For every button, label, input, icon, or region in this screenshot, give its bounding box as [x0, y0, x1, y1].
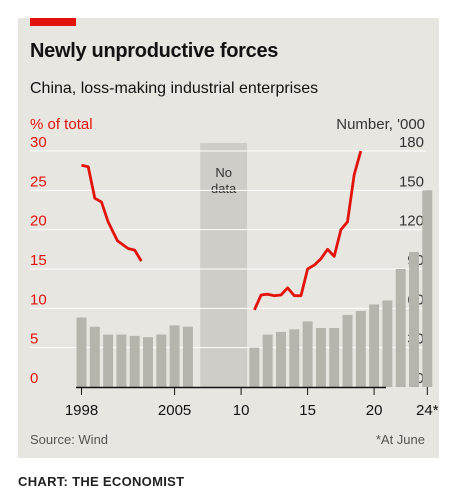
x-tick-label: 20 — [366, 402, 383, 419]
source-note: Source: Wind — [30, 432, 109, 447]
bar — [382, 300, 393, 387]
left-tick-label: 30 — [30, 134, 47, 151]
x-tick-label: 1998 — [65, 402, 98, 419]
right-tick-label: 120 — [399, 213, 424, 230]
share-line — [253, 150, 363, 311]
bar — [249, 347, 260, 387]
bar — [302, 321, 313, 387]
bar — [76, 317, 87, 387]
bar — [409, 251, 419, 387]
left-tick-label: 20 — [30, 213, 47, 230]
bar — [422, 190, 433, 387]
right-tick-label: 0 — [416, 370, 424, 387]
left-tick-label: 5 — [30, 331, 38, 348]
x-tick-label: 10 — [233, 402, 250, 419]
footnote: *At June — [375, 432, 425, 447]
right-axis-label: Number, '000 — [336, 116, 425, 133]
chart-credit: CHART: THE ECONOMIST — [18, 474, 185, 489]
bar — [276, 331, 286, 387]
bar — [262, 334, 273, 387]
bar — [342, 314, 353, 387]
right-tick-label: 180 — [399, 134, 424, 151]
no-data-band — [200, 143, 248, 387]
bar — [156, 334, 167, 387]
bar — [329, 328, 340, 387]
bar — [103, 334, 114, 387]
chart-subtitle: China, loss-making industrial enterprise… — [30, 80, 319, 97]
x-tick-label: 15 — [299, 402, 316, 419]
bar — [169, 325, 180, 387]
bar — [143, 337, 153, 387]
bar — [369, 304, 380, 387]
no-data-label: data — [211, 181, 237, 196]
left-tick-label: 10 — [30, 291, 47, 308]
brand-red-tab — [30, 18, 76, 26]
left-tick-label: 0 — [30, 370, 38, 387]
chart-title: Newly unproductive forces — [30, 40, 279, 62]
left-tick-label: 15 — [30, 252, 47, 269]
right-tick-label: 150 — [399, 173, 424, 190]
bar — [182, 326, 193, 387]
left-tick-label: 25 — [30, 173, 47, 190]
bar — [116, 334, 127, 387]
bar — [289, 329, 300, 387]
left-axis-label: % of total — [30, 116, 93, 133]
bar — [395, 269, 406, 387]
x-tick-label: 24* — [416, 402, 439, 419]
bar — [89, 326, 100, 387]
bar — [129, 335, 140, 387]
x-tick-label: 2005 — [158, 402, 191, 419]
bar — [315, 328, 326, 387]
no-data-label: No — [215, 165, 232, 180]
share-line — [81, 163, 143, 262]
bar — [355, 310, 366, 387]
